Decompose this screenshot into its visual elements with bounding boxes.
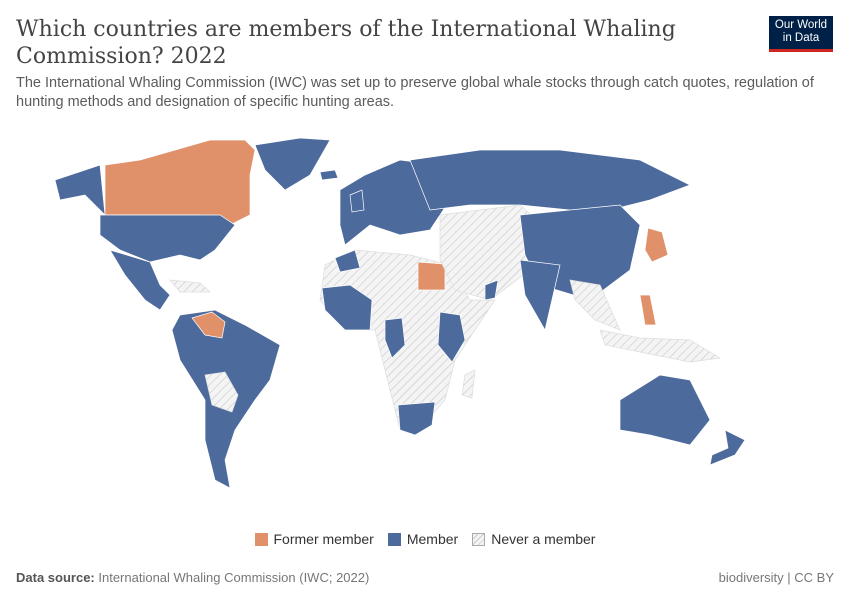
region-new-zealand[interactable] (709, 429, 746, 466)
region-southeast-asia[interactable] (569, 279, 621, 331)
license[interactable]: biodiversity | CC BY (718, 570, 834, 585)
legend-label: Never a member (491, 531, 596, 547)
region-caribbean[interactable] (169, 279, 211, 293)
region-east-africa[interactable] (437, 311, 466, 363)
region-central-africa[interactable] (384, 317, 406, 359)
swatch-former (254, 532, 268, 546)
region-japan[interactable] (644, 227, 669, 263)
region-morocco[interactable] (334, 249, 361, 273)
region-australia[interactable] (619, 374, 711, 446)
region-canada[interactable] (104, 139, 256, 226)
region-iceland[interactable] (319, 169, 339, 181)
region-india[interactable] (519, 259, 561, 331)
legend-item-former[interactable]: Former member (254, 531, 374, 547)
region-south-africa[interactable] (397, 401, 436, 436)
chart-title: Which countries are members of the Inter… (16, 17, 676, 69)
footer: Data source: International Whaling Commi… (16, 570, 834, 585)
legend-item-member[interactable]: Member (387, 531, 459, 547)
legend-label: Former member (273, 531, 374, 547)
region-alaska[interactable] (54, 164, 106, 216)
region-greenland[interactable] (254, 137, 331, 191)
region-russia[interactable] (409, 149, 691, 211)
world-map (54, 137, 746, 489)
region-venezuela[interactable] (191, 311, 226, 339)
region-mexico-central-america[interactable] (109, 249, 171, 311)
region-philippines[interactable] (639, 294, 657, 326)
region-egypt[interactable] (417, 261, 446, 291)
legend-item-never[interactable]: Never a member (472, 531, 595, 547)
swatch-member (387, 532, 401, 546)
legend: Former member Member Never a member (0, 531, 850, 547)
swatch-never (472, 532, 486, 546)
legend-label: Member (406, 531, 459, 547)
region-west-africa[interactable] (321, 284, 373, 331)
region-uk[interactable] (349, 189, 365, 213)
region-indonesia[interactable] (599, 329, 722, 363)
region-usa[interactable] (99, 214, 236, 263)
chart-subtitle: The International Whaling Commission (IW… (16, 75, 814, 110)
region-madagascar[interactable] (461, 369, 476, 399)
owid-logo[interactable]: Our World in Data (769, 16, 833, 52)
region-oman[interactable] (484, 279, 499, 301)
source-link[interactable]: International Whaling Commission (IWC; 2… (98, 570, 370, 585)
data-source: Data source: International Whaling Commi… (16, 570, 370, 585)
region-bolivia-paraguay[interactable] (204, 371, 239, 413)
